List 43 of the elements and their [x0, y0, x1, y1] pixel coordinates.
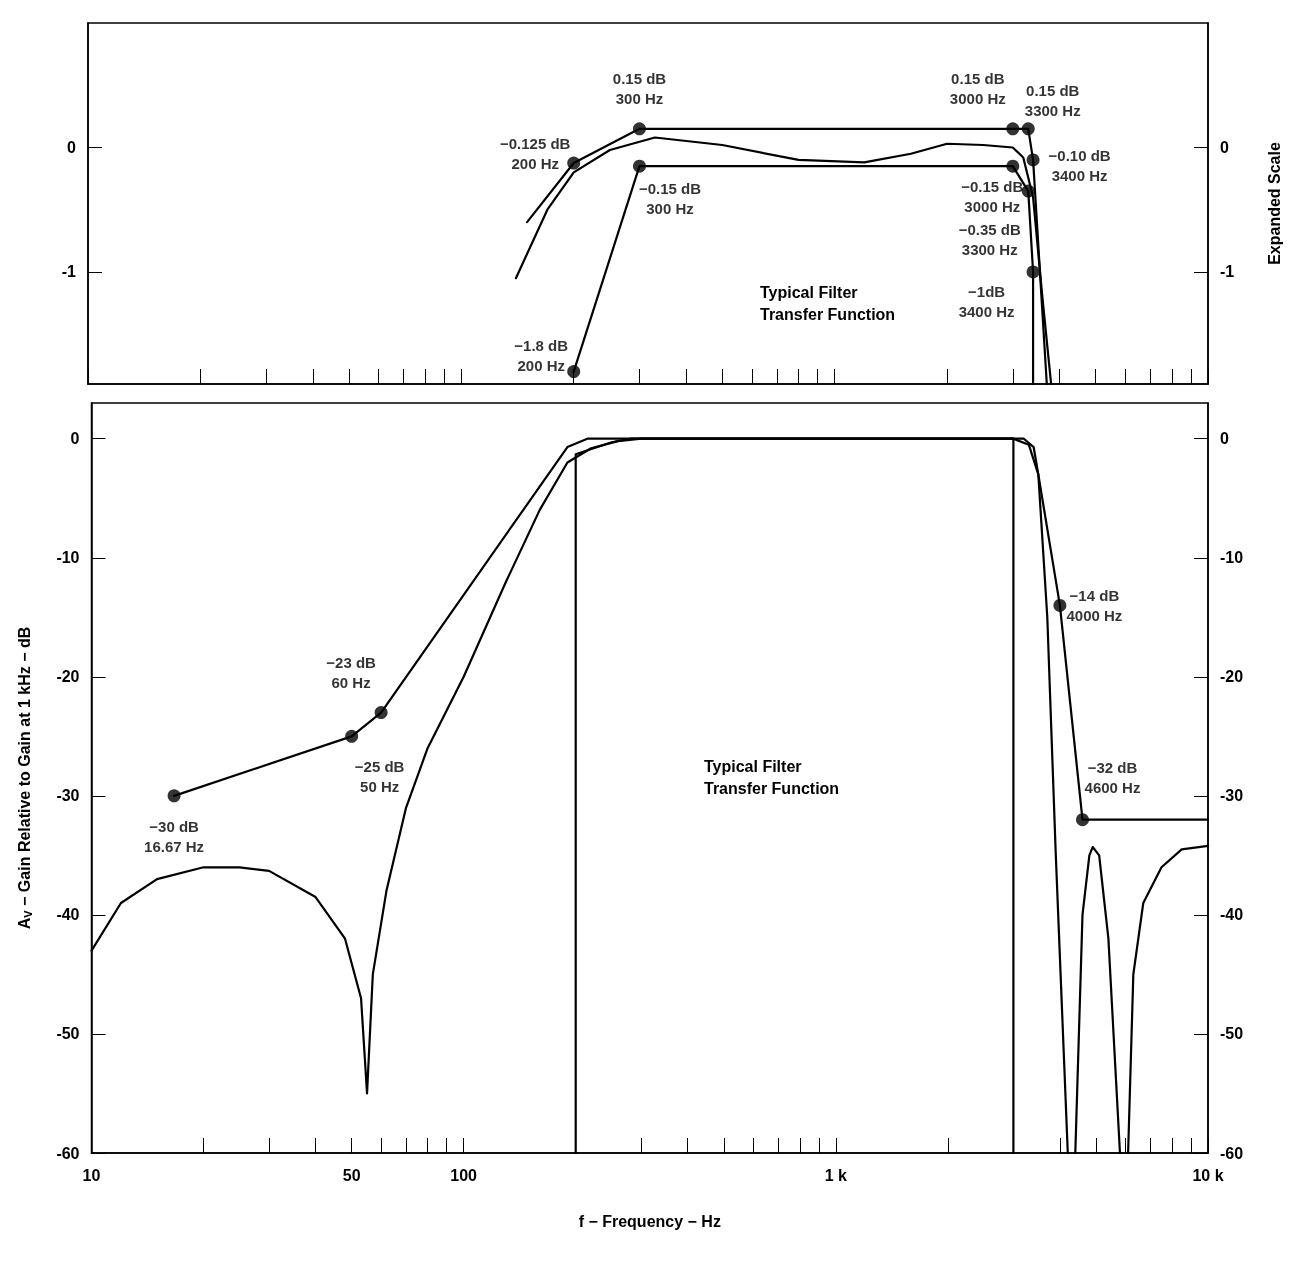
x-axis-title: f − Frequency − Hz	[578, 1212, 721, 1230]
y2-tick-label: -50	[1220, 1025, 1244, 1043]
data-label: −0.125 dB 200 Hz	[499, 134, 571, 172]
data-label: −30 dB 16.67 Hz	[144, 817, 205, 855]
data-label: 0.15 dB 3300 Hz	[1024, 82, 1081, 120]
data-label: −14 dB 4000 Hz	[1066, 586, 1123, 624]
data-label: −1.8 dB 200 Hz	[514, 337, 569, 375]
y-tick-label: 0	[70, 430, 80, 448]
y2-tick-label: -40	[1220, 906, 1244, 924]
data-label: 0.15 dB 300 Hz	[612, 69, 667, 107]
data-label: −0.15 dB 300 Hz	[638, 179, 702, 217]
data-label: −23 dB 60 Hz	[326, 653, 377, 691]
y-axis-title: AV − Gain Relative to Gain at 1 kHz − dB	[15, 626, 34, 930]
data-label: −0.10 dB 3400 Hz	[1048, 147, 1111, 185]
annotation: Typical Filter Transfer Function	[760, 283, 896, 323]
y-tick-label: -20	[56, 668, 80, 686]
y2-tick-label: 0	[1220, 138, 1229, 156]
y-tick-label: -40	[56, 906, 80, 924]
y2-tick-label: 0	[1220, 430, 1229, 448]
data-label: −0.15 dB 3000 Hz	[961, 177, 1024, 215]
y-tick-label: -10	[56, 549, 80, 567]
data-label: −1dB 3400 Hz	[958, 283, 1015, 321]
data-label: −32 dB 4600 Hz	[1084, 758, 1141, 796]
data-label: −25 dB 50 Hz	[354, 758, 405, 796]
y2-tick-label: -1	[1220, 263, 1235, 281]
y-tick-label: -60	[56, 1144, 80, 1162]
y2-axis-title: Expanded Scale	[1265, 142, 1283, 265]
y-tick-label: -50	[56, 1025, 80, 1043]
data-label: −0.35 dB 3300 Hz	[958, 220, 1021, 258]
y-tick-label: 0	[67, 138, 77, 156]
x-tick-label: 1 k	[824, 1166, 848, 1184]
annotation: Typical Filter Transfer Function	[704, 757, 840, 797]
x-tick-label: 10 k	[1192, 1166, 1224, 1184]
x-tick-label: 100	[450, 1166, 478, 1184]
data-label: 0.15 dB 3000 Hz	[949, 69, 1006, 107]
y-tick-label: -1	[61, 263, 77, 281]
x-tick-label: 10	[82, 1166, 101, 1184]
y2-tick-label: -20	[1220, 668, 1244, 686]
y-tick-label: -30	[56, 787, 80, 805]
y2-tick-label: -30	[1220, 787, 1244, 805]
x-tick-label: 50	[342, 1166, 361, 1184]
y2-tick-label: -10	[1220, 549, 1244, 567]
y2-tick-label: -60	[1220, 1144, 1244, 1162]
